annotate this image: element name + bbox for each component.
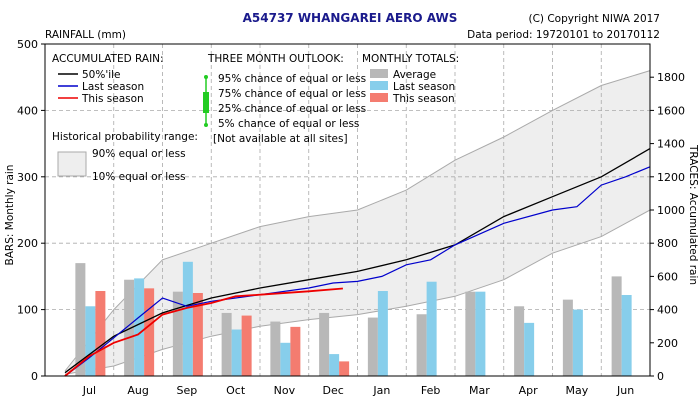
legend-outlook-note: [Not available at all sites] [213,133,348,145]
x-tick-label: Jun [616,384,634,397]
y-units-label: RAINFALL (mm) [45,29,126,41]
chart-title: A54737 WHANGAREI AERO AWS [243,11,458,25]
y-tick-label-right: 0 [657,370,664,383]
x-tick-label: Mar [469,384,490,397]
legend-bar-swatch [370,81,388,90]
y-tick-label-right: 1800 [657,71,685,84]
bar-average [319,312,330,376]
y-tick-label-right: 1000 [657,204,685,217]
outlook-dot-bottom [204,123,208,127]
legend-outlook-header: THREE MONTH OUTLOOK: [207,53,344,65]
bar-average [416,314,427,376]
y-axis-label-right: TRACES: Accumulated rain [687,144,699,285]
legend-bar-swatch [370,93,388,102]
bar-last-season [329,354,340,376]
bar-last-season [85,306,96,376]
copyright-text: (C) Copyright NIWA 2017 [528,13,660,25]
trace-median [64,148,651,374]
bar-last-season [377,291,388,376]
y-tick-label-right: 800 [657,237,678,250]
legend-accumulated-item: 50%'ile [82,69,121,81]
x-tick-label: May [566,384,589,397]
bar-average [75,263,86,376]
bar-last-season [621,294,632,376]
bar-average [611,276,622,376]
bar-average [514,306,525,376]
y-tick-label-right: 1600 [657,104,685,117]
legend-monthly-item: Average [393,69,436,81]
y-tick-label-left: 0 [31,370,38,383]
legend-monthly-header: MONTHLY TOTALS: [362,53,459,65]
bar-this-season [192,293,203,376]
legend-accumulated-item: This season [81,93,144,105]
monthly-bars [75,261,632,376]
bar-last-season [280,342,291,376]
y-tick-label-right: 400 [657,304,678,317]
bar-average [270,321,281,376]
legend-outlook-item: 95% chance of equal or less [218,73,366,85]
axes: 0 100 200 300 400 500 0 200 400 600 800 1000 1200 140… [17,38,685,397]
accumulated-traces [64,148,651,377]
legend-range-item: 10% equal or less [92,171,186,183]
bar-this-season [95,291,106,376]
y-tick-label-left: 100 [17,304,38,317]
legend-outlook-item: 25% chance of equal or less [218,103,366,115]
bar-last-season [134,278,145,376]
y-tick-label-left: 400 [17,104,38,117]
bar-last-season [231,329,242,376]
outlook-box [203,92,209,113]
bar-last-season [524,322,535,376]
bar-average [172,291,183,376]
legend-accumulated-header: ACCUMULATED RAIN: [52,53,164,65]
legend-bar-swatch [370,69,388,78]
x-tick-label: Apr [519,384,539,397]
y-tick-label-left: 200 [17,237,38,250]
y-axis-label-left: BARS: Monthly rain [4,165,16,266]
bar-average [367,317,378,376]
bar-this-season [241,315,252,376]
bar-last-season [572,309,583,376]
y-tick-label-right: 1200 [657,171,685,184]
data-period-text: Data period: 19720101 to 20170112 [467,29,660,41]
bar-last-season [426,281,437,376]
trace-last-season [64,166,651,377]
y-tick-label-left: 500 [17,38,38,51]
x-tick-label: Jan [372,384,390,397]
legend-outlook-item: 75% chance of equal or less [218,88,366,100]
outlook-dot-top [204,75,208,79]
x-tick-label: Oct [226,384,246,397]
range-10-line [64,209,651,375]
x-tick-label: Sep [177,384,198,397]
bar-average [221,312,232,376]
bar-average [465,291,476,376]
bar-average [562,299,573,376]
legend-monthly-item: This season [392,93,455,105]
bar-last-season [475,291,486,376]
legend-accumulated-item: Last season [82,81,144,93]
x-tick-label: Nov [274,384,296,397]
bar-average [124,279,135,376]
x-tick-label: Feb [421,384,440,397]
legend-outlook-item: 5% chance of equal or less [218,118,359,130]
bar-this-season [144,288,155,376]
x-tick-label: Jul [82,384,96,397]
trace-this-season [64,287,343,377]
y-tick-label-right: 600 [657,270,678,283]
legend-monthly-item: Last season [393,81,455,93]
bar-last-season [182,261,193,376]
bar-this-season [339,361,350,376]
legend-range-swatch [57,151,87,177]
x-tick-label: Dec [322,384,343,397]
y-tick-label-right: 1400 [657,138,685,151]
x-tick-label: Aug [127,384,148,397]
legend-range-item: 90% equal or less [92,148,186,160]
bar-this-season [290,326,301,376]
y-tick-label-left: 300 [17,171,38,184]
legend-range-header: Historical probability range: [52,131,198,143]
y-tick-label-right: 200 [657,337,678,350]
